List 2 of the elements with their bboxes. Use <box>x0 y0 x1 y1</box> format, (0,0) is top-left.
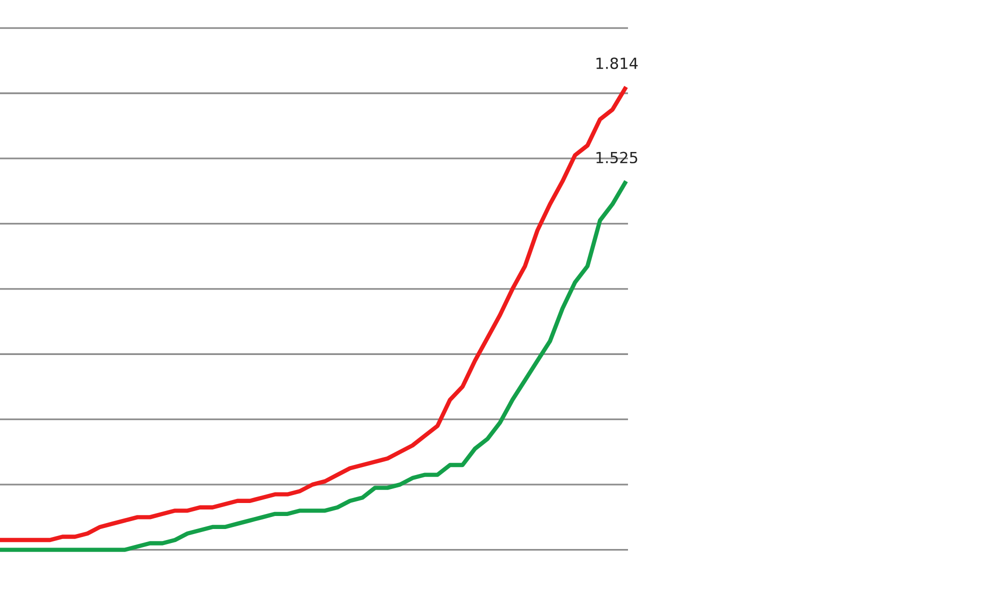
data-label: 1.814 <box>596 58 638 70</box>
data-label: 1.525 <box>596 152 638 164</box>
